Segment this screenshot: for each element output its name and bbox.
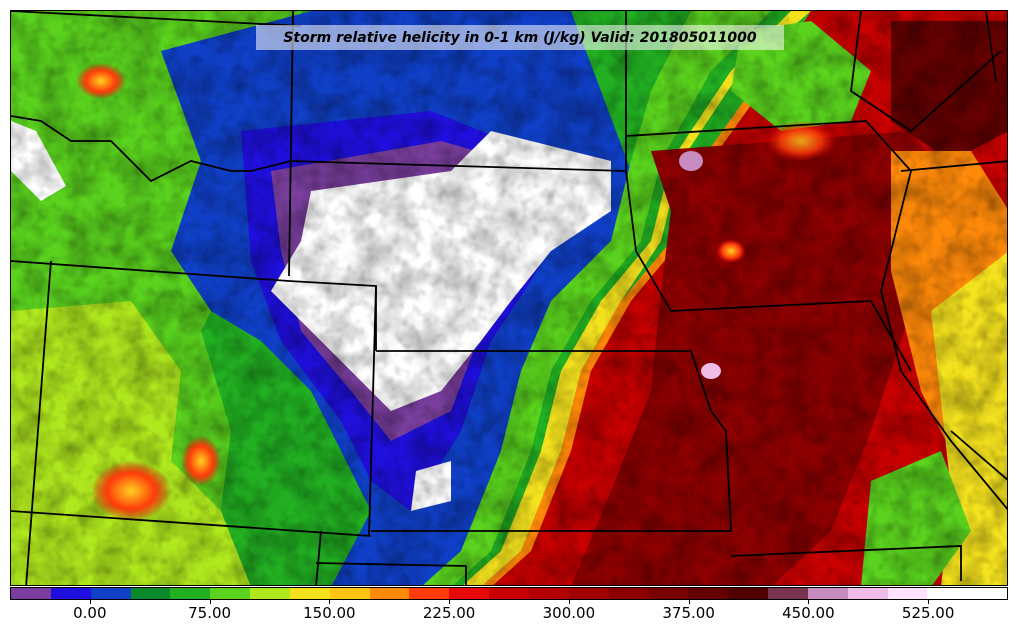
colorbar-cell <box>409 588 450 599</box>
border-ne-east <box>625 170 672 312</box>
hotspot <box>701 363 721 379</box>
helicity-map <box>11 11 1007 585</box>
colorbar-tick <box>688 600 690 604</box>
border-wy-east <box>288 11 294 277</box>
colorbar-tick-label: 225.00 <box>422 604 476 622</box>
hotspot <box>679 151 703 171</box>
colorbar-tick-label: 150.00 <box>303 604 356 622</box>
state-borders <box>11 11 1007 585</box>
colorbar-cell <box>11 588 51 599</box>
border-north-top <box>11 11 302 27</box>
colorbar-cell <box>768 588 808 599</box>
colorbar-cell <box>648 588 689 599</box>
colorbar-cell <box>90 588 131 599</box>
hotspot <box>76 63 126 99</box>
border-tx-top <box>315 562 467 585</box>
border-il-ia <box>865 120 1007 510</box>
colorbar-tick <box>928 600 930 604</box>
colorbar-cell <box>688 588 729 599</box>
colorbar-tick-label: 300.00 <box>542 604 596 622</box>
colorbar-cell <box>210 588 251 599</box>
hotspot <box>91 461 171 521</box>
colorbar-tick-label: 375.00 <box>662 604 715 622</box>
colorbar-cell <box>170 588 211 599</box>
border-mi <box>985 11 997 82</box>
border-il-in <box>900 160 1007 172</box>
colorbar-cell <box>289 588 330 599</box>
border-ky <box>950 430 1007 481</box>
border-wi-mn <box>850 11 1002 133</box>
colorbar-cell <box>528 588 569 599</box>
colorbar-tick-label: 0.00 <box>73 604 107 622</box>
border-ne-north <box>288 160 627 172</box>
border-tx-panhandle <box>315 530 322 585</box>
colorbar-cell <box>50 588 91 599</box>
colorbar-tick <box>209 600 211 604</box>
texture-overlay-b <box>11 11 1007 585</box>
colorbar-cell <box>608 588 649 599</box>
colorbar-tick <box>449 600 451 604</box>
colorbar-tick <box>808 600 810 604</box>
colorbar-tick-label: 525.00 <box>901 604 955 622</box>
map-title: Storm relative helicity in 0-1 km (J/kg)… <box>283 29 757 46</box>
colorbar-tick <box>568 600 570 604</box>
map-panel: Storm relative helicity in 0-1 km (J/kg)… <box>10 10 1008 586</box>
map-title-box: Storm relative helicity in 0-1 km (J/kg)… <box>256 25 784 50</box>
colorbar-tick-label: 75.00 <box>188 604 232 622</box>
colorbar-cell <box>927 588 968 599</box>
colorbar-cell <box>250 588 290 599</box>
colorbar-cell <box>967 588 1008 599</box>
colorbar-tick <box>89 600 91 604</box>
hotspot <box>181 436 221 486</box>
colorbar <box>10 587 1008 600</box>
colorbar-cell <box>489 588 529 599</box>
hotspot <box>766 121 836 161</box>
border-ks-mo <box>690 350 732 532</box>
colorbar-cell <box>887 588 928 599</box>
shading-layer <box>11 11 1007 585</box>
colorbar-tick-label: 450.00 <box>782 604 835 622</box>
colorbar-cell <box>568 588 609 599</box>
border-ia-north <box>625 120 867 137</box>
colorbar-cell <box>847 588 888 599</box>
colorbar-cell <box>449 588 490 599</box>
colorbar-cell <box>329 588 370 599</box>
colorbar-cell <box>728 588 769 599</box>
border-co-west <box>25 260 52 585</box>
border-ar-mo <box>730 545 962 581</box>
hotspot <box>716 239 746 263</box>
colorbar-cell <box>130 588 171 599</box>
border-co-wy <box>11 260 290 282</box>
colorbar-cell <box>807 588 848 599</box>
colorbar-cell <box>369 588 410 599</box>
colorbar-ticks: 0.00 75.00 150.00 225.00 300.00 375.00 450.00 5… <box>10 600 1008 630</box>
colorbar-tick <box>329 600 331 604</box>
border-ia-mo <box>670 300 912 372</box>
border-wy-mt <box>11 115 292 183</box>
border-ks-west <box>368 285 377 537</box>
border-co-nm <box>11 510 372 537</box>
